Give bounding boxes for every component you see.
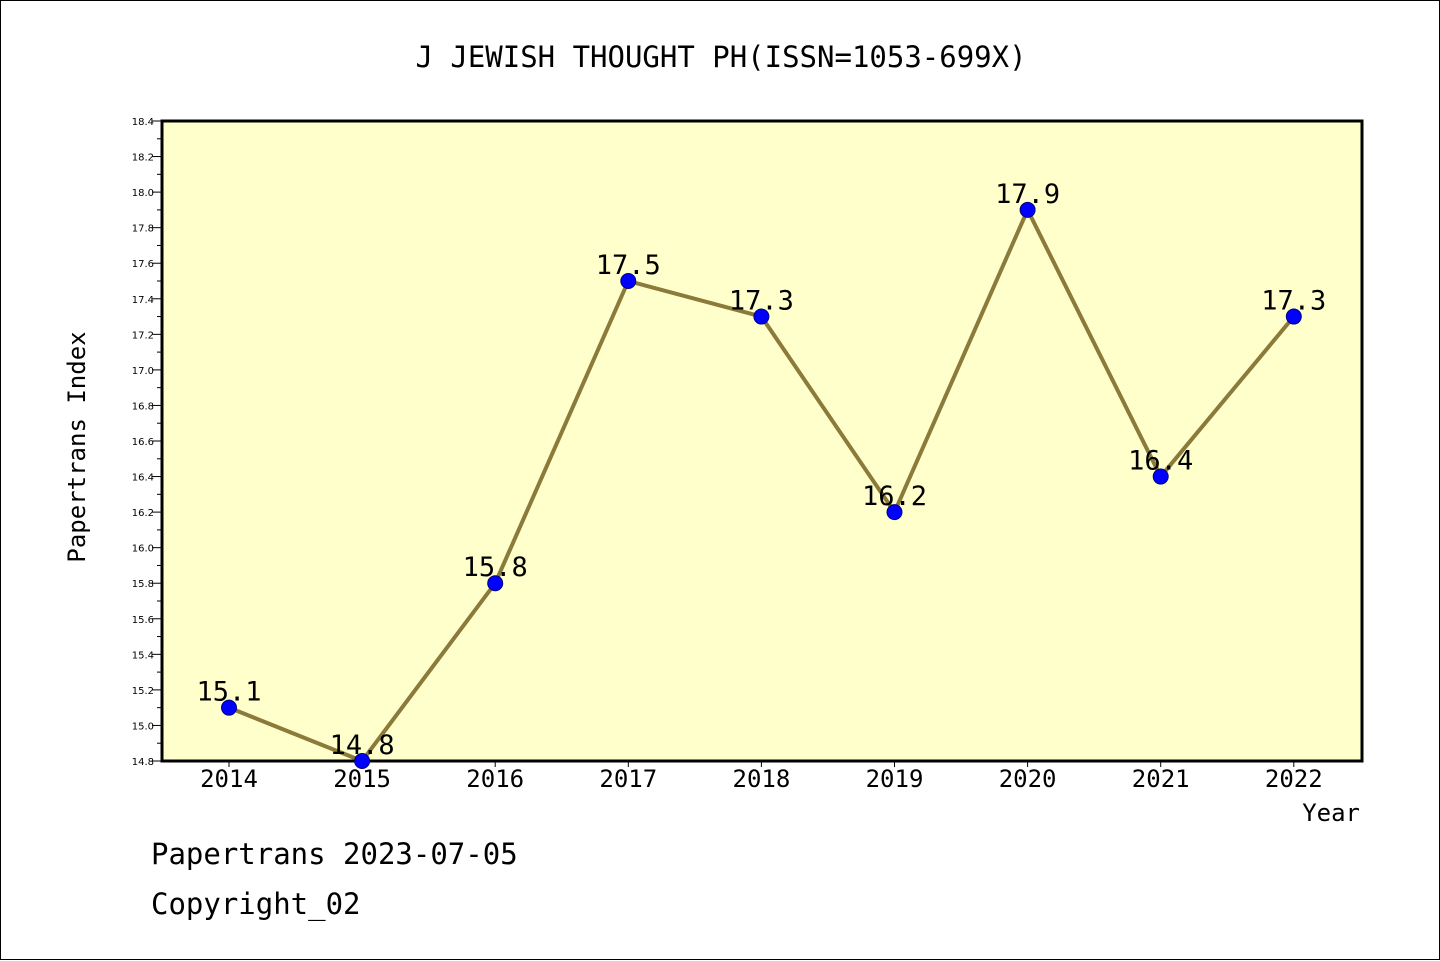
data-point bbox=[886, 504, 903, 521]
series-line-group: 15.1 14.8 15.8 17.5 17.3 16.2 17.9 16.4 17.3 bbox=[196, 179, 1326, 769]
data-label: 17.5 bbox=[596, 250, 661, 281]
y-tick-label: 15.4 bbox=[132, 650, 154, 661]
x-tick-label: 2019 bbox=[866, 765, 924, 793]
x-tick-label: 2018 bbox=[733, 765, 791, 793]
y-tick-label: 16.4 bbox=[132, 473, 154, 484]
plot-area bbox=[160, 119, 1364, 763]
data-label: 17.3 bbox=[1261, 286, 1326, 317]
x-tick-label: 2021 bbox=[1132, 765, 1190, 793]
x-axis-label: Year bbox=[1302, 799, 1360, 827]
y-tick-label: 17.0 bbox=[132, 366, 154, 377]
y-tick-label: 15.8 bbox=[132, 579, 154, 590]
y-tick-label: 16.6 bbox=[132, 437, 154, 448]
footer-copyright: Copyright_02 bbox=[151, 887, 361, 921]
x-tick-label: 2022 bbox=[1265, 765, 1323, 793]
chart-title: J JEWISH THOUGHT PH(ISSN=1053-699X) bbox=[415, 40, 1026, 74]
y-tick-label: 18.2 bbox=[132, 153, 154, 164]
data-label: 17.9 bbox=[995, 179, 1060, 210]
y-tick-label: 17.2 bbox=[132, 330, 154, 341]
y-tick-label: 16.0 bbox=[132, 544, 154, 555]
data-label: 17.3 bbox=[729, 286, 794, 317]
y-tick-label: 15.6 bbox=[132, 615, 154, 626]
y-axis-label: Papertrans Index bbox=[63, 331, 91, 562]
data-point bbox=[1019, 201, 1036, 218]
y-tick-label: 18.0 bbox=[132, 188, 154, 199]
y-tick-label: 16.2 bbox=[132, 508, 154, 519]
y-tick-label: 17.6 bbox=[132, 259, 154, 270]
x-tick-label: 2017 bbox=[599, 765, 657, 793]
data-point bbox=[354, 753, 371, 769]
data-point bbox=[620, 273, 637, 289]
data-point bbox=[1152, 468, 1169, 485]
x-axis-ticks: 2014 2015 2016 2017 2018 2019 2020 2021 2022 bbox=[200, 761, 1323, 793]
data-label: 16.4 bbox=[1128, 446, 1193, 477]
data-point bbox=[487, 575, 504, 592]
data-label: 15.1 bbox=[196, 677, 261, 708]
y-axis-ticks: 14.8 15.0 15.2 15.4 15.6 15.8 16.0 16.2 16.4 16.6… bbox=[132, 117, 162, 768]
y-tick-label: 18.4 bbox=[132, 117, 154, 128]
data-point bbox=[753, 308, 770, 325]
x-tick-label: 2016 bbox=[466, 765, 524, 793]
y-tick-label: 14.8 bbox=[132, 757, 154, 768]
x-tick-label: 2014 bbox=[200, 765, 258, 793]
x-tick-label: 2020 bbox=[999, 765, 1057, 793]
y-tick-label: 17.4 bbox=[132, 295, 154, 306]
y-tick-label: 15.0 bbox=[132, 721, 154, 732]
data-point bbox=[221, 699, 237, 716]
data-label: 16.2 bbox=[862, 481, 927, 512]
y-tick-label: 17.8 bbox=[132, 224, 154, 235]
data-label: 14.8 bbox=[330, 730, 395, 761]
data-point bbox=[1285, 308, 1302, 325]
data-label: 15.8 bbox=[463, 552, 528, 583]
y-tick-label: 15.2 bbox=[132, 686, 154, 697]
x-tick-label: 2015 bbox=[333, 765, 391, 793]
footer-date: Papertrans 2023-07-05 bbox=[151, 837, 518, 871]
y-tick-label: 16.8 bbox=[132, 401, 154, 412]
